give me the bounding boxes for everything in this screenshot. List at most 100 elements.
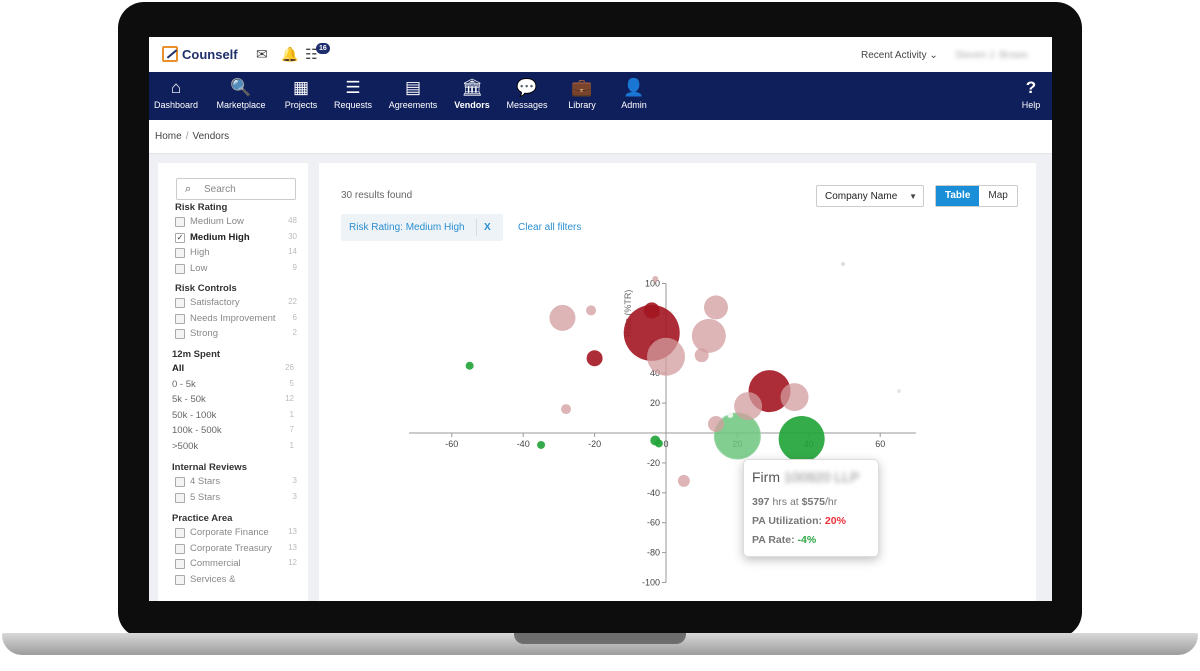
results-count: 30 results found (341, 190, 413, 201)
nav-item-marketplace[interactable]: 🔍 Marketplace (211, 76, 271, 110)
filter-option[interactable]: 50k - 100k 1 (172, 410, 294, 424)
bank-icon: 🏛 (461, 78, 483, 97)
x-tick-label: -60 (445, 439, 458, 449)
breadcrumb-home[interactable]: Home (155, 131, 182, 142)
recent-activity-dropdown[interactable]: Recent Activity ⌄ (861, 50, 938, 61)
filter-option-count: 1 (289, 409, 294, 419)
checkbox[interactable] (175, 313, 185, 324)
data-bubble (778, 415, 825, 462)
breadcrumb: Home / Vendors (155, 131, 230, 142)
clear-filters-link[interactable]: Clear all filters (518, 222, 582, 233)
filter-option[interactable]: Corporate Finance 13 (175, 527, 297, 541)
tasks-icon[interactable]: ☷ (305, 46, 318, 62)
filter-option[interactable]: Medium Low 48 (175, 216, 297, 230)
filter-option[interactable]: 4 Stars 3 (175, 476, 297, 490)
user-menu[interactable]: Steven J. Brown (955, 50, 1028, 61)
filter-option-label: 4 Stars (190, 476, 221, 487)
filter-option-count: 12 (288, 558, 297, 568)
sort-select[interactable]: Company Name ▼ (816, 185, 924, 207)
nav-label: Dashboard (153, 100, 199, 110)
data-bubble (780, 383, 809, 412)
filter-option-label: 50k - 100k (172, 409, 217, 421)
search-icon: ⌕ (185, 183, 192, 195)
nav-item-library[interactable]: 💼 Library (552, 76, 612, 110)
cubes-icon: ▦ (292, 78, 310, 97)
nav-item-agreements[interactable]: ▤ Agreements (383, 76, 443, 110)
filter-option-count: 13 (288, 542, 297, 552)
checkbox[interactable] (175, 492, 185, 503)
x-tick-label: 0 (663, 439, 668, 449)
filter-option-label: High (190, 247, 210, 259)
nav-label: Marketplace (216, 100, 266, 110)
checkbox[interactable] (175, 248, 185, 259)
bell-icon[interactable]: 🔔 (281, 46, 299, 62)
filter-option[interactable]: All 26 (172, 363, 294, 377)
tooltip-hours: 397 hrs at $575/hr (752, 496, 838, 508)
filter-option[interactable]: Corporate Treasury 13 (175, 543, 297, 557)
filter-option-count: 9 (292, 262, 297, 272)
remove-filter-button[interactable]: X (484, 222, 491, 233)
filter-option-label: 5k - 50k (172, 394, 206, 406)
filter-group-internal-reviews: Internal Reviews (172, 462, 247, 473)
filter-option[interactable]: Services & (175, 574, 297, 588)
briefcase-icon: 💼 (571, 78, 593, 97)
laptop-base (2, 633, 1198, 655)
nav-item-requests[interactable]: ☰ Requests (323, 76, 383, 110)
checkbox[interactable] (175, 543, 185, 554)
logo[interactable]: Counself (162, 46, 238, 62)
filter-option-label: Services & (190, 573, 236, 585)
view-toggle: Table Map (935, 185, 1018, 207)
filter-option-label: Low (190, 262, 208, 274)
caret-down-icon: ▼ (909, 192, 917, 201)
filter-option-label: Strong (190, 328, 218, 340)
data-bubble (841, 262, 845, 266)
checkbox[interactable] (175, 477, 185, 487)
filter-option[interactable]: Needs Improvement 6 (175, 313, 297, 327)
filter-option-count: 3 (292, 476, 297, 485)
filter-option[interactable]: Strong 2 (175, 328, 297, 342)
checkbox[interactable]: ✓ (175, 232, 185, 243)
checkbox[interactable] (175, 298, 185, 308)
filter-option[interactable]: 0 - 5k 5 (172, 379, 294, 393)
y-tick-label: 20 (650, 398, 660, 408)
nav-item-help[interactable]: ? Help (1001, 76, 1052, 110)
y-tick-label: 40 (650, 368, 660, 378)
nav-label: Messages (506, 100, 548, 110)
filter-option-count: 26 (285, 363, 294, 372)
nav-item-messages[interactable]: 💬 Messages (497, 76, 557, 110)
view-map-button[interactable]: Map (988, 190, 1008, 201)
filter-option[interactable]: 5k - 50k 12 (172, 394, 294, 408)
tooltip-utilization: PA Utilization: 20% (752, 515, 846, 527)
filter-option-count: 14 (288, 247, 297, 257)
checkbox[interactable] (175, 528, 185, 538)
checkbox[interactable] (175, 217, 185, 227)
filter-option[interactable]: 100k - 500k 7 (172, 425, 294, 439)
filter-option[interactable]: ✓ Medium High 30 (175, 232, 297, 246)
y-tick-label: -100 (642, 578, 660, 588)
mail-icon[interactable]: ✉ (256, 46, 268, 62)
filter-option[interactable]: >500k 1 (172, 441, 294, 455)
breadcrumb-current: Vendors (192, 131, 230, 142)
list-icon: ☰ (345, 78, 361, 97)
checkbox[interactable] (175, 574, 185, 585)
checkbox[interactable] (175, 559, 185, 570)
filter-option[interactable]: 5 Stars 3 (175, 492, 297, 506)
filter-option[interactable]: High 14 (175, 247, 297, 261)
nav-item-vendors[interactable]: 🏛 Vendors (442, 76, 502, 110)
filter-option[interactable]: Commercial 12 (175, 558, 297, 572)
app-name: Counself (182, 46, 238, 62)
view-table-button[interactable]: Table (936, 186, 980, 206)
filter-option[interactable]: Satisfactory 22 (175, 297, 297, 311)
filter-option-label: Commercial (190, 558, 241, 570)
nav-item-projects[interactable]: ▦ Projects (271, 76, 331, 110)
checkbox[interactable] (175, 263, 185, 274)
app-screen: Counself ✉ 🔔 ☷ 16 Recent Activity ⌄ Stev… (149, 37, 1052, 601)
nav-item-dashboard[interactable]: ⌂ Dashboard (149, 76, 206, 110)
search-input[interactable]: ⌕ Search (176, 178, 296, 200)
chat-icon: 💬 (516, 78, 538, 97)
data-bubble (561, 404, 572, 415)
filter-option[interactable]: Low 9 (175, 263, 297, 277)
checkbox[interactable] (175, 329, 185, 340)
data-bubble (654, 439, 663, 448)
nav-item-admin[interactable]: 👤 Admin (604, 76, 664, 110)
